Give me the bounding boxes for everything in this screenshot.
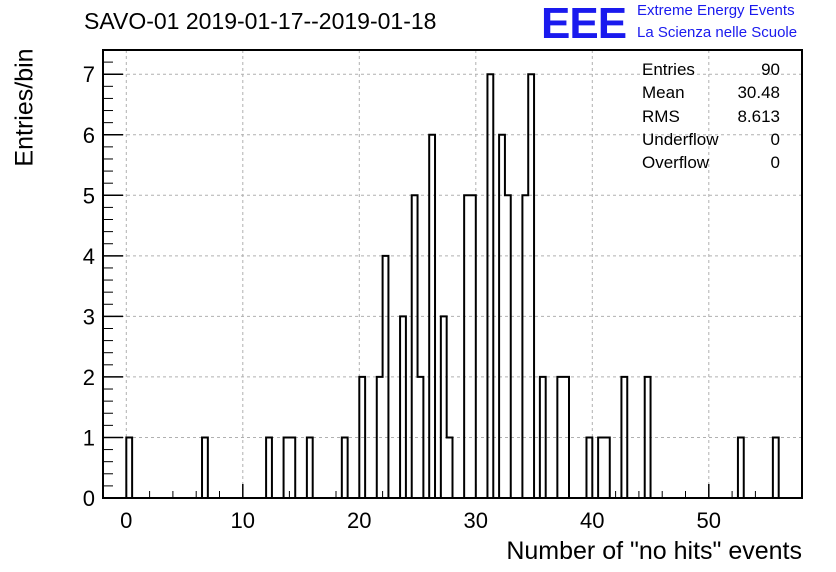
stats-value: 8.613: [737, 106, 780, 126]
y-tick-label: 0: [83, 486, 95, 511]
eee-logo: EEE: [541, 0, 627, 48]
y-tick-label: 6: [83, 123, 95, 148]
stats-value: 0: [770, 129, 780, 149]
stats-value: 0: [770, 153, 780, 173]
logo-line-1: Extreme Energy Events: [637, 2, 795, 19]
logo-line-2: La Scienza nelle Scuole: [637, 24, 798, 41]
stats-label: Mean: [642, 83, 685, 103]
y-tick-label: 4: [83, 244, 95, 269]
x-axis-label: Number of "no hits" events: [506, 537, 802, 565]
stats-value: 30.48: [737, 83, 780, 103]
histogram-step-line: [125, 73, 780, 498]
y-tick-label: 7: [83, 62, 95, 87]
stats-label: RMS: [642, 106, 680, 126]
stats-row-rms: RMS 8.613: [642, 107, 780, 130]
x-tick-label: 50: [697, 508, 721, 533]
y-axis-ticks: 0 1 2 3 4 5 6 7: [83, 61, 123, 511]
x-axis-ticks: 0 10 20 30 40 50: [102, 484, 803, 533]
y-tick-label: 5: [83, 183, 95, 208]
x-tick-label: 30: [464, 508, 488, 533]
stats-label: Overflow: [642, 153, 710, 173]
stats-row-mean: Mean 30.48: [642, 83, 780, 106]
y-axis-label: Entries/bin: [10, 48, 39, 167]
stats-row-entries: Entries 90: [642, 60, 780, 83]
y-tick-label: 2: [83, 365, 95, 390]
y-tick-label: 3: [83, 304, 95, 329]
x-tick-label: 10: [231, 508, 255, 533]
chart-title: SAVO-01 2019-01-17--2019-01-18: [84, 8, 437, 34]
grid-lines: [103, 50, 802, 499]
stats-label: Entries: [642, 60, 695, 79]
stats-label: Underflow: [642, 129, 719, 149]
x-tick-label: 40: [580, 508, 604, 533]
stats-value: 90: [761, 60, 780, 79]
stats-box: Entries 90 Mean 30.48 RMS 8.613 Underflo…: [642, 60, 780, 176]
y-tick-label: 1: [83, 425, 95, 450]
x-tick-label: 20: [347, 508, 371, 533]
x-tick-label: 0: [120, 508, 132, 533]
stats-row-underflow: Underflow 0: [642, 130, 780, 153]
stats-row-overflow: Overflow 0: [642, 153, 780, 176]
